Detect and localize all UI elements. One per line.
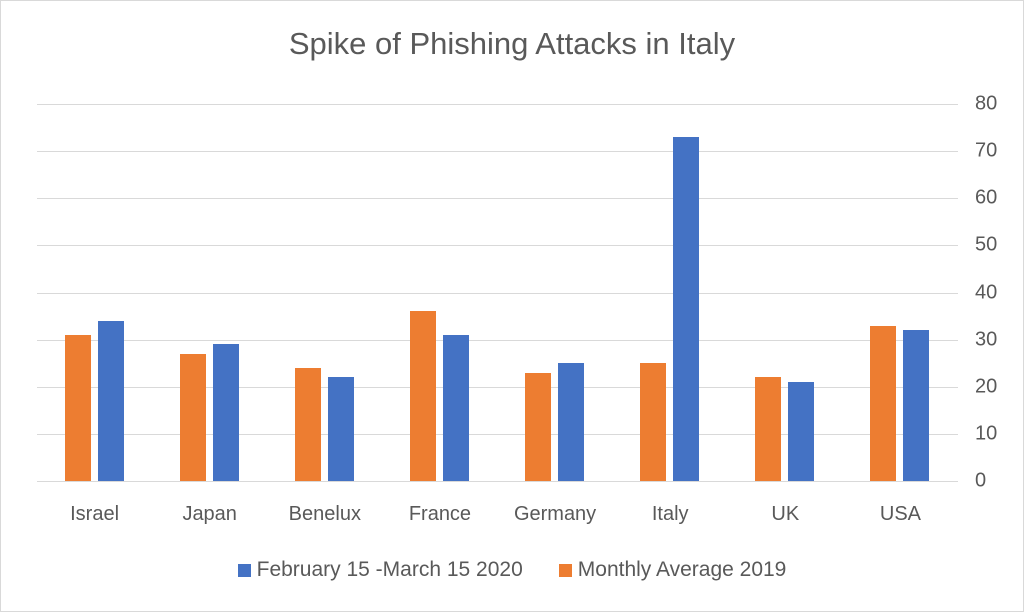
bar-france-monthly-average-2019: [409, 311, 436, 481]
legend: February 15 -March 15 2020 Monthly Averag…: [0, 558, 1024, 582]
legend-item: February 15 -March 15 2020: [237, 558, 523, 582]
plot-area: [37, 104, 958, 482]
legend-label: Monthly Average 2019: [577, 558, 787, 581]
bar-japan-feb-mar-2020: [212, 344, 239, 481]
gridline: [37, 339, 958, 341]
bar-france-feb-mar-2020: [442, 334, 469, 481]
legend-swatch-icon: [237, 563, 251, 577]
gridline: [37, 433, 958, 435]
gridline: [37, 292, 958, 294]
legend-item: Monthly Average 2019: [558, 558, 787, 582]
legend-swatch-icon: [558, 563, 572, 577]
y-tick-label: 10: [975, 422, 998, 445]
y-tick-label: 80: [975, 92, 998, 115]
y-tick-label: 40: [975, 281, 998, 303]
x-tick-label: Germany: [513, 503, 597, 525]
bar-uk-feb-mar-2020: [788, 382, 815, 481]
bar-uk-monthly-average-2019: [755, 377, 782, 481]
bar-japan-monthly-average-2019: [179, 353, 206, 481]
x-tick-label: Israel: [70, 503, 120, 525]
bar-usa-monthly-average-2019: [870, 325, 897, 481]
bar-usa-feb-mar-2020: [903, 330, 930, 481]
y-tick-label: 60: [975, 186, 998, 209]
bar-italy-monthly-average-2019: [640, 363, 667, 481]
legend-label: February 15 -March 15 2020: [256, 558, 523, 581]
gridline: [37, 198, 958, 200]
x-tick-label: USA: [879, 503, 921, 525]
bar-italy-feb-mar-2020: [673, 137, 700, 481]
y-tick-label: 50: [975, 233, 998, 256]
bar-israel-feb-mar-2020: [97, 320, 124, 481]
bar-benelux-feb-mar-2020: [327, 377, 354, 481]
bar-israel-monthly-average-2019: [64, 334, 91, 481]
x-tick-label: Italy: [651, 503, 689, 525]
gridline: [37, 386, 958, 388]
chart-title: Spike of Phishing Attacks in Italy: [288, 26, 736, 61]
y-tick-label: 70: [975, 139, 998, 162]
gridline: [37, 151, 958, 153]
bar-benelux-monthly-average-2019: [294, 367, 321, 481]
bar-germany-monthly-average-2019: [525, 372, 552, 481]
gridline: [37, 245, 958, 247]
x-tick-label: France: [408, 503, 472, 525]
y-tick-label: 30: [975, 328, 998, 351]
y-tick-label: 0: [975, 469, 987, 492]
gridline: [37, 104, 958, 105]
x-tick-label: UK: [771, 503, 800, 525]
bar-germany-feb-mar-2020: [558, 363, 585, 481]
gridline: [37, 481, 958, 482]
x-tick-label: Japan: [182, 503, 237, 525]
y-tick-label: 20: [975, 375, 998, 398]
x-tick-label: Benelux: [288, 503, 361, 525]
